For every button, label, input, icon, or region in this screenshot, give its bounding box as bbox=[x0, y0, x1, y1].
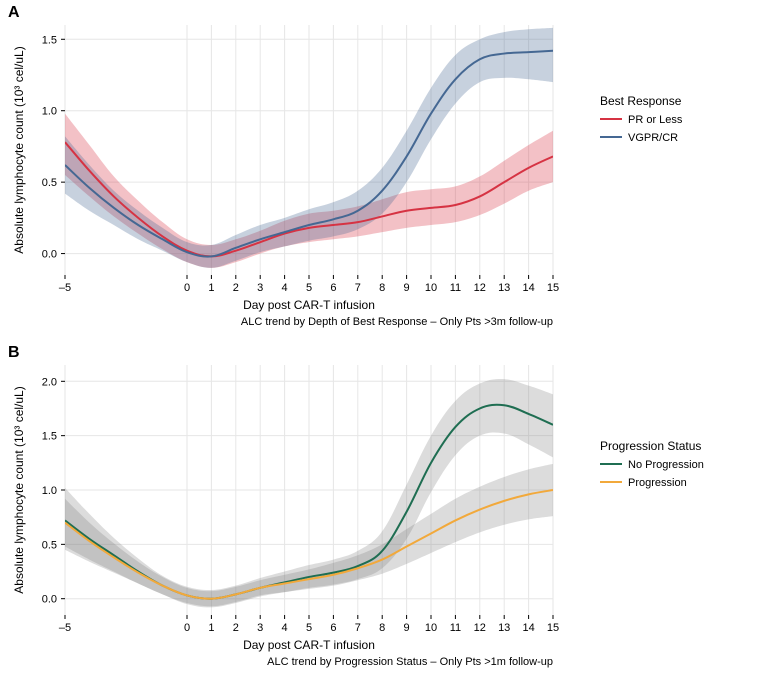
x-tick-label: 10 bbox=[425, 622, 437, 634]
y-tick-label: 0.5 bbox=[42, 539, 57, 551]
y-tick-label: 0.0 bbox=[42, 594, 57, 606]
x-tick-label: 6 bbox=[330, 622, 336, 634]
x-tick-label: 3 bbox=[257, 622, 263, 634]
y-axis-title: Absolute lymphocyte count (10³ cel/uL) bbox=[12, 386, 26, 593]
legend-item: Progression bbox=[600, 477, 687, 489]
x-tick-label: 15 bbox=[547, 622, 559, 634]
y-tick-label: 2.0 bbox=[42, 376, 57, 388]
x-axis-title: Day post CAR-T infusion bbox=[243, 638, 375, 652]
legend-item: No Progression bbox=[600, 459, 704, 471]
x-tick-label: 14 bbox=[522, 622, 534, 634]
y-tick-label: 1.0 bbox=[42, 485, 57, 497]
x-tick-label: 7 bbox=[355, 622, 361, 634]
x-tick-label: 2 bbox=[233, 622, 239, 634]
legend-title: Progression Status bbox=[600, 439, 701, 453]
x-tick-label: 1 bbox=[208, 622, 214, 634]
x-tick-label: 5 bbox=[306, 622, 312, 634]
y-axis: 0.0 0.5 1.0 1.5 2.0 bbox=[42, 376, 65, 605]
x-tick-label: 13 bbox=[498, 622, 510, 634]
x-tick-label: 9 bbox=[404, 622, 410, 634]
x-tick-label: 0 bbox=[184, 622, 190, 634]
legend-item-label: Progression bbox=[628, 477, 687, 489]
x-tick-label: 4 bbox=[282, 622, 288, 634]
panel-subtitle: ALC trend by Progression Status – Only P… bbox=[267, 656, 553, 668]
figure: A B –501234567891011121314150.00.51.01.5… bbox=[0, 0, 781, 676]
x-tick-label: 12 bbox=[474, 622, 486, 634]
panel-b-chart: –501234567891011121314150.00.51.01.52.0D… bbox=[0, 0, 781, 676]
x-axis: –50123456789101112131415 bbox=[59, 615, 559, 634]
y-tick-label: 1.5 bbox=[42, 431, 57, 443]
x-tick-label: 8 bbox=[379, 622, 385, 634]
x-tick-label: –5 bbox=[59, 622, 71, 634]
legend-item-label: No Progression bbox=[628, 459, 704, 471]
x-tick-label: 11 bbox=[450, 622, 461, 634]
legend: Progression Status No Progression Progress… bbox=[600, 439, 704, 489]
